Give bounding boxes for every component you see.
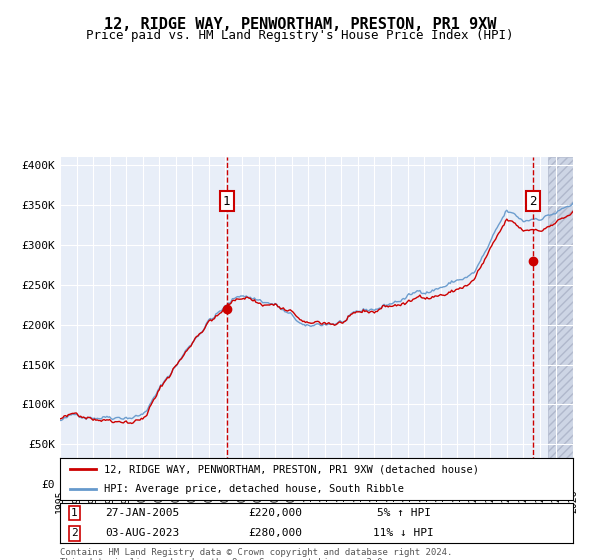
Text: 12, RIDGE WAY, PENWORTHAM, PRESTON, PR1 9XW (detached house): 12, RIDGE WAY, PENWORTHAM, PRESTON, PR1 …: [104, 464, 479, 474]
Text: Price paid vs. HM Land Registry's House Price Index (HPI): Price paid vs. HM Land Registry's House …: [86, 29, 514, 42]
Text: £280,000: £280,000: [248, 528, 302, 538]
Text: 2: 2: [529, 194, 537, 208]
Text: 27-JAN-2005: 27-JAN-2005: [105, 508, 179, 518]
Text: 03-AUG-2023: 03-AUG-2023: [105, 528, 179, 538]
Text: Contains HM Land Registry data © Crown copyright and database right 2024.
This d: Contains HM Land Registry data © Crown c…: [60, 548, 452, 560]
Text: 11% ↓ HPI: 11% ↓ HPI: [373, 528, 434, 538]
Bar: [548, 157, 573, 484]
Text: 12, RIDGE WAY, PENWORTHAM, PRESTON, PR1 9XW: 12, RIDGE WAY, PENWORTHAM, PRESTON, PR1 …: [104, 17, 496, 32]
Text: 2: 2: [71, 528, 78, 538]
Text: 1: 1: [223, 194, 230, 208]
Text: 5% ↑ HPI: 5% ↑ HPI: [377, 508, 431, 518]
Text: HPI: Average price, detached house, South Ribble: HPI: Average price, detached house, Sout…: [104, 484, 404, 494]
Text: 1: 1: [71, 508, 78, 518]
Text: £220,000: £220,000: [248, 508, 302, 518]
